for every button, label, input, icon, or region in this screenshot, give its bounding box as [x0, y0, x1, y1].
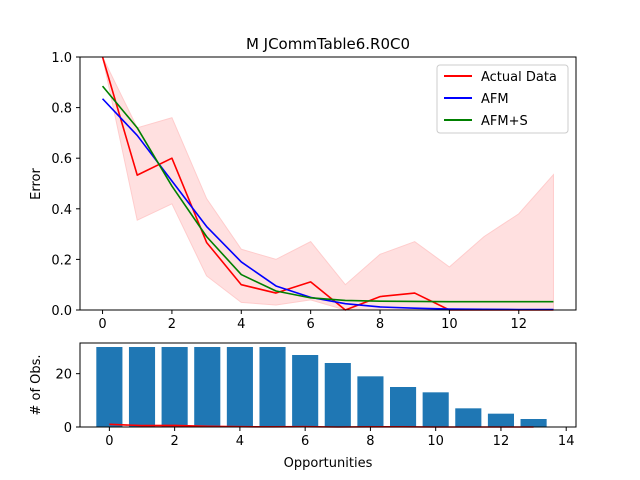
obs-bar — [226, 347, 253, 427]
series-line-afm-s — [101, 85, 554, 303]
legend-label-afm-s: AFM+S — [481, 114, 528, 129]
top-y-tick-label: 0.8 — [51, 102, 72, 117]
obs-bar — [357, 376, 384, 427]
legend-label-afm: AFM — [481, 92, 509, 107]
legend-label-actual-data: Actual Data — [481, 70, 557, 85]
top-y-tick-label: 0.4 — [51, 203, 72, 218]
bottom-x-tick-label: 4 — [236, 434, 244, 449]
obs-bar — [455, 408, 482, 427]
top-y-axis-label: Error — [29, 168, 44, 200]
bottom-x-tick-label: 12 — [493, 434, 510, 449]
obs-bar — [324, 363, 351, 427]
top-y-tick-label: 1.0 — [51, 51, 72, 66]
bottom-y-tick-label: 20 — [55, 368, 72, 383]
top-x-tick-label: 10 — [441, 317, 458, 332]
top-x-tick-label: 8 — [376, 317, 384, 332]
top-axes-frame — [79, 56, 577, 311]
obs-bar — [487, 413, 514, 427]
top-x-tick-label: 6 — [307, 317, 315, 332]
bottom-axes-frame — [79, 342, 577, 428]
legend: Actual Data AFM AFM+S — [436, 64, 569, 134]
bottom-y-tick-label: 0 — [64, 421, 72, 436]
bottom-x-tick-label: 10 — [427, 434, 444, 449]
obs-bar — [520, 419, 547, 427]
legend-box — [436, 64, 569, 134]
bars-layer — [96, 347, 547, 427]
obs-bar — [422, 392, 449, 427]
obs-bar — [96, 347, 123, 427]
top-y-tick-label: 0.6 — [51, 152, 72, 167]
bottom-x-axis-label: Opportunities — [284, 456, 373, 471]
top-x-tick-label: 0 — [98, 317, 106, 332]
bottom-x-tick-label: 14 — [558, 434, 575, 449]
top-axes: 0 2 4 6 8 10 12 0.0 0.2 0.4 0.6 0.8 1.0 — [51, 51, 577, 332]
series-line-afm — [101, 98, 554, 311]
obs-bar — [161, 347, 188, 427]
obs-bar — [292, 355, 319, 427]
chart-title: M JCommTable6.R0C0 — [246, 35, 410, 53]
error-chart-panel: M JCommTable6.R0C0 0 2 4 6 8 10 12 0.0 0.2 0.4 0.6… — [29, 35, 577, 332]
bottom-axes: 0 2 4 6 8 10 12 14 0 20 — [55, 342, 577, 449]
bottom-y-axis-label: # of Obs. — [29, 354, 44, 415]
obs-bar — [194, 347, 221, 427]
top-x-tick-label: 2 — [168, 317, 176, 332]
top-x-tick-label: 4 — [237, 317, 245, 332]
observations-chart-panel: 0 2 4 6 8 10 12 14 0 20 # of Obs. Opportunities — [29, 342, 577, 471]
obs-bar — [390, 387, 417, 427]
top-x-tick-label: 12 — [510, 317, 527, 332]
obs-bar — [128, 347, 156, 427]
top-y-tick-label: 0.0 — [51, 304, 72, 319]
top-y-tick-label: 0.2 — [51, 253, 72, 268]
bottom-x-tick-label: 2 — [170, 434, 178, 449]
bottom-x-tick-label: 8 — [366, 434, 374, 449]
bottom-x-tick-label: 6 — [301, 434, 309, 449]
obs-bar — [259, 347, 286, 427]
bottom-x-tick-label: 0 — [105, 434, 113, 449]
